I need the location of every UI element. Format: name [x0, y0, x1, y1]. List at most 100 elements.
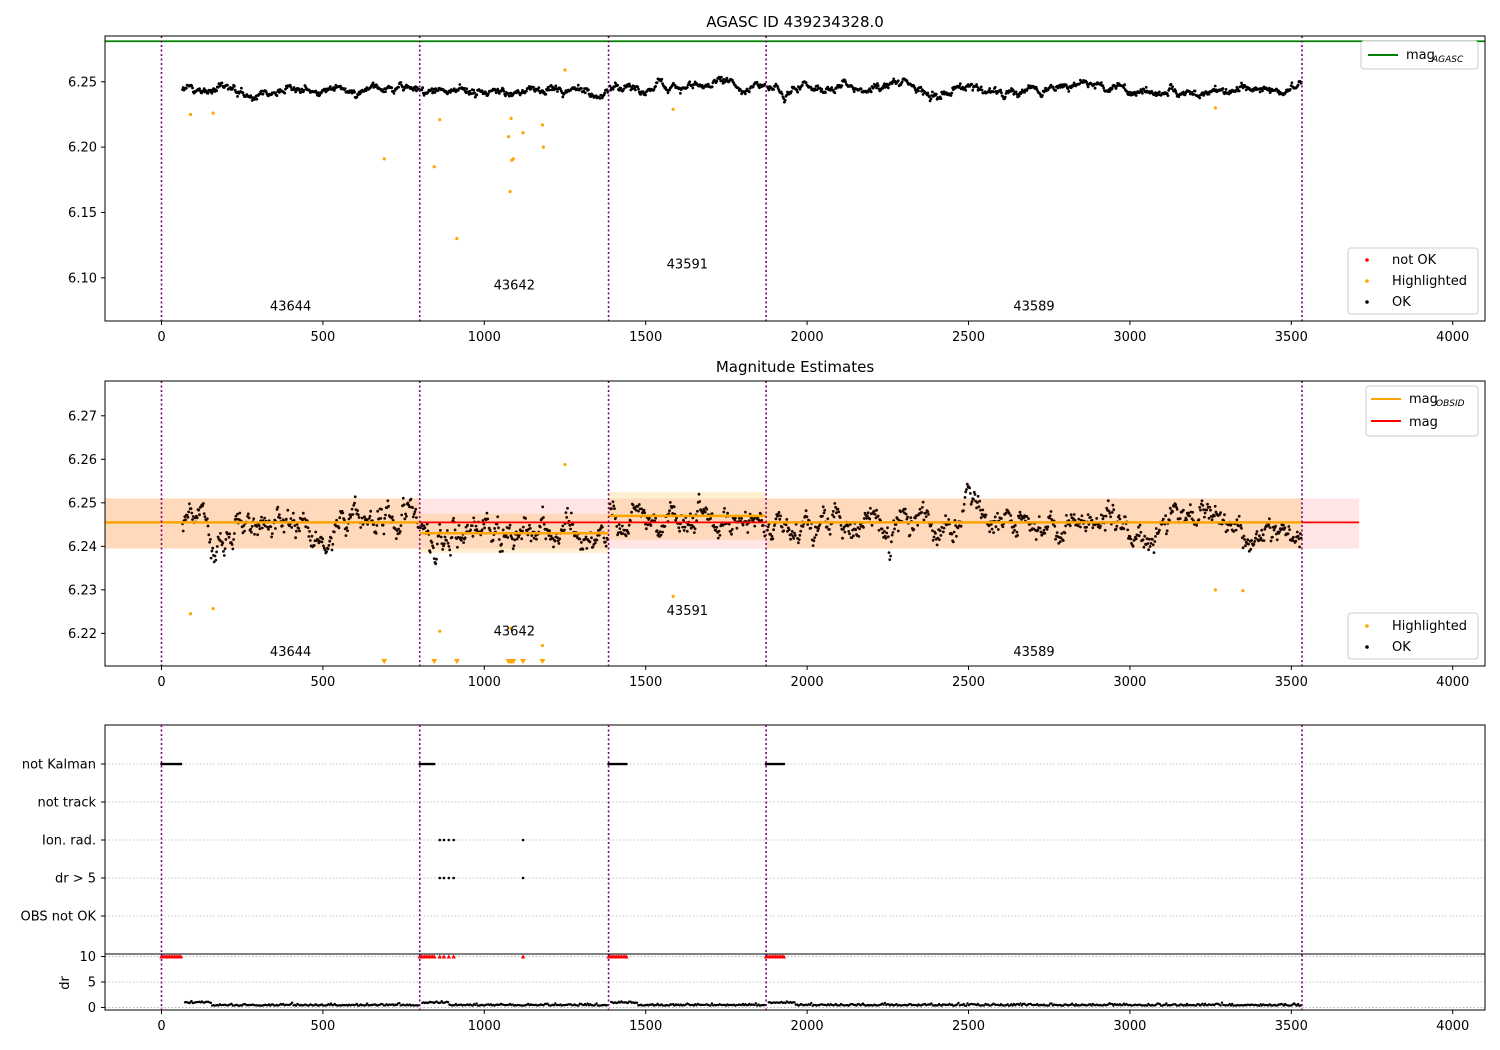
agasc-ok-point: [339, 84, 342, 88]
estimates-ok-point: [972, 490, 976, 494]
estimates-ok-point: [1269, 539, 1273, 543]
agasc-ok-point: [250, 95, 253, 99]
dr-point: [554, 1002, 557, 1005]
estimates-ok-point: [357, 516, 361, 519]
estimates-ok-point: [890, 533, 894, 537]
agasc-panel-title: AGASC ID 439234328.0: [706, 13, 884, 31]
estimates-ok-point: [813, 536, 817, 539]
agasc-ok-point: [639, 92, 643, 96]
estimates-ok-point: [1282, 523, 1285, 527]
estimates-ok-point: [817, 527, 820, 530]
agasc-ok-point: [783, 98, 787, 102]
estimates-ok-point: [1009, 514, 1013, 517]
estimates-ok-point: [1114, 527, 1118, 531]
estimates-ok-point: [1164, 514, 1167, 518]
estimates-ok-point: [380, 507, 383, 511]
estimates-ok-point: [876, 514, 880, 518]
estimates-ok-point: [740, 517, 743, 520]
estimates-ok-point: [771, 537, 775, 541]
agasc-ok-point: [840, 84, 844, 87]
agasc-ok-point: [876, 84, 880, 87]
estimates-ok-point: [483, 526, 486, 530]
estimates-ok-point: [276, 505, 280, 509]
estimates-ok-point: [944, 514, 947, 518]
agasc-ok-point: [926, 91, 930, 95]
estimates-ok-point: [1278, 530, 1281, 534]
agasc-legend-mag-label: mag: [1406, 48, 1435, 63]
estimates-ok-point: [580, 541, 583, 544]
agasc-ok-point: [507, 94, 511, 98]
agasc-ok-point: [644, 93, 647, 97]
estimates-ok-point: [238, 511, 242, 515]
estimates-highlighted-point: [509, 626, 513, 630]
estimates-ok-point: [1275, 532, 1278, 536]
estimates-ok-point: [1263, 527, 1267, 531]
estimates-ok-point: [491, 538, 495, 542]
agasc-ok-point: [496, 87, 500, 91]
estimates-ok-point: [709, 517, 712, 520]
estimates-ok-point: [1247, 542, 1250, 546]
estimates-ok-point: [1059, 536, 1063, 540]
estimates-ok-point: [430, 541, 434, 544]
estimates-ok-point: [610, 507, 613, 511]
estimates-ok-point: [1154, 527, 1158, 530]
estimates-ok-point: [1247, 549, 1251, 553]
dr-point: [1219, 1004, 1222, 1007]
agasc-ok-point: [401, 85, 404, 89]
estimates-ok-point: [1015, 530, 1019, 534]
agasc-ok-point: [603, 91, 606, 95]
estimates-ok-point: [1148, 545, 1152, 548]
estimates-ok-point: [332, 530, 336, 534]
estimates-ok-point: [284, 517, 288, 521]
estimates-ok-point: [678, 529, 681, 533]
estimates-xtick-label: 3000: [1113, 675, 1146, 690]
estimates-ok-point: [394, 537, 398, 540]
estimates-ok-point: [994, 525, 998, 529]
dr-point: [1165, 1002, 1168, 1005]
estimates-ok-point: [637, 503, 641, 506]
estimates-ok-point: [1165, 532, 1168, 536]
estimates-ok-point: [485, 511, 489, 515]
agasc-ok-point: [1177, 95, 1181, 99]
estimates-legend-magobsid-sub: OBSID: [1436, 399, 1465, 409]
estimates-ok-point: [448, 548, 452, 552]
agasc-ok-point: [800, 83, 804, 87]
estimates-ok-point: [275, 508, 279, 511]
estimates-ok-point: [501, 528, 505, 532]
estimates-ok-point: [466, 523, 469, 527]
estimates-ok-point: [524, 517, 527, 520]
estimates-ok-point: [208, 540, 212, 544]
flags-xtick-label: 3000: [1113, 1019, 1146, 1034]
estimates-ok-point: [1118, 517, 1122, 521]
estimates-ok-point: [1004, 511, 1008, 515]
flag-point: [438, 876, 442, 880]
estimates-ok-point: [1200, 499, 1204, 503]
agasc-ok-point: [691, 86, 695, 90]
agasc-ok-point: [613, 85, 616, 89]
estimates-ok-point: [578, 537, 582, 541]
estimates-ok-point: [530, 534, 534, 537]
estimates-ok-point: [293, 524, 297, 527]
estimates-ok-point: [1137, 525, 1140, 529]
estimates-ok-point: [295, 523, 299, 526]
estimates-ok-point: [857, 535, 861, 538]
agasc-xtick-label: 2500: [952, 330, 985, 345]
agasc-ok-point: [532, 85, 535, 89]
agasc-ok-point: [504, 94, 507, 98]
estimates-ok-point: [442, 542, 446, 546]
estimates-ok-point: [434, 562, 438, 566]
agasc-ok-point: [1044, 86, 1047, 90]
estimates-ok-point: [634, 508, 638, 512]
estimates-offscale-marker: [431, 659, 438, 664]
dr-point: [1202, 1004, 1206, 1007]
estimates-ok-point: [372, 523, 376, 526]
estimates-ok-point: [255, 525, 259, 528]
flags-xtick-label: 3500: [1275, 1019, 1308, 1034]
estimates-ok-point: [1210, 518, 1214, 522]
agasc-ok-point: [958, 82, 962, 86]
agasc-ok-point: [892, 77, 896, 81]
estimates-ok-point: [425, 522, 429, 526]
estimates-ok-point: [298, 529, 301, 533]
estimates-ok-point: [1213, 514, 1216, 518]
